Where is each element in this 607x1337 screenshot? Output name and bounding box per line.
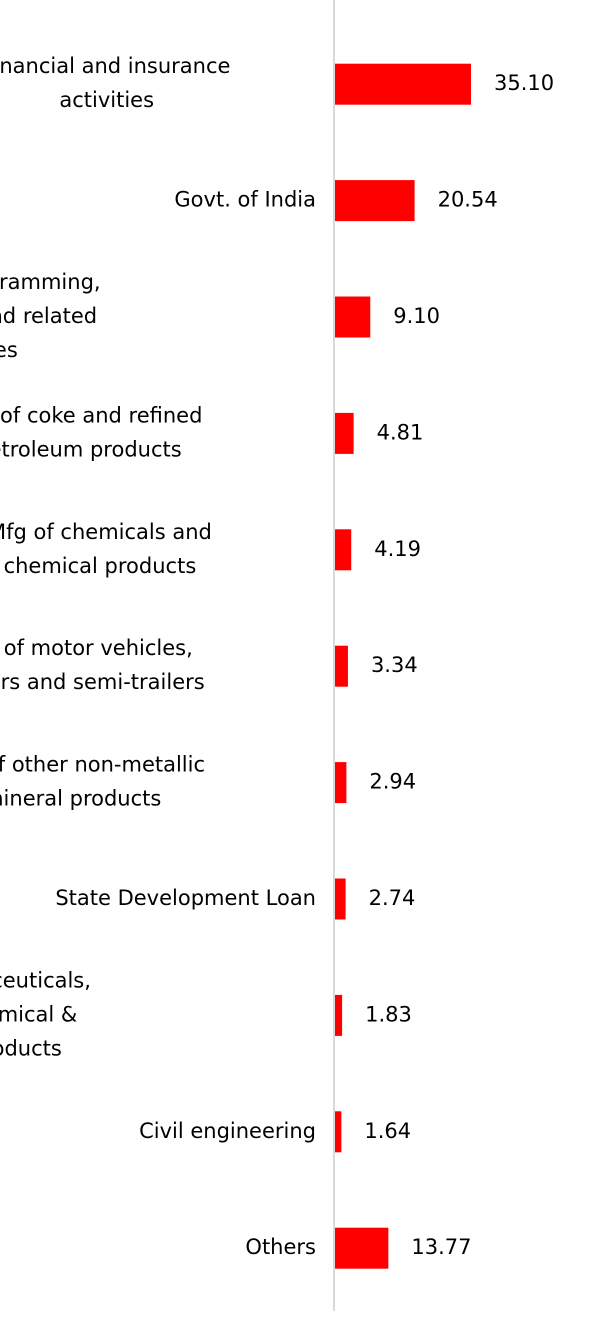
- bar: [335, 1227, 389, 1269]
- category-label: Mfg of motor vehicles, trailers and semi-…: [0, 636, 205, 694]
- bar: [335, 180, 415, 222]
- category-label-line: Civil engineering: [139, 1119, 316, 1143]
- category-label-line: activities: [0, 338, 18, 362]
- value-label: 1.64: [364, 1119, 411, 1143]
- value-label: 2.94: [369, 770, 416, 794]
- category-label-line: medicinal chemical &: [0, 1002, 77, 1026]
- category-label: Civil engineering: [139, 1119, 316, 1143]
- value-label: 20.54: [438, 188, 498, 212]
- category-label-line: Mfg of chemicals and: [0, 520, 212, 544]
- value-label: 2.74: [369, 886, 416, 910]
- bar: [335, 412, 354, 454]
- value-label: 4.19: [374, 537, 421, 561]
- value-label: 1.83: [365, 1002, 412, 1026]
- value-label: 3.34: [371, 653, 418, 677]
- category-label-line: Others: [245, 1235, 316, 1259]
- category-label: Govt. of India: [174, 188, 316, 212]
- category-label-line: Mfg of motor vehicles,: [0, 636, 193, 660]
- category-label-line: petroleum products: [0, 437, 182, 461]
- bar: [335, 529, 352, 571]
- bar: [335, 878, 346, 920]
- category-label-line: botanical products: [0, 1036, 62, 1060]
- bar: [335, 1111, 342, 1153]
- category-label: State Development Loan: [55, 886, 316, 910]
- category-label-line: mineral products: [0, 787, 161, 811]
- category-label: Computer programming, consultancy and rel…: [0, 270, 101, 362]
- category-label-line: Computer programming,: [0, 270, 101, 294]
- category-label-line: Govt. of India: [174, 188, 316, 212]
- bar-marks: 35.10 Financial and insurance activities 20…: [0, 54, 554, 1269]
- category-label-line: Financial and insurance: [0, 54, 230, 78]
- category-label: Mfg of coke and refined petroleum product…: [0, 403, 202, 461]
- value-label: 4.81: [377, 420, 424, 444]
- category-label: Mfg of chemicals and chemical products: [0, 520, 212, 578]
- value-label: 35.10: [494, 71, 554, 95]
- bar: [335, 63, 471, 105]
- bar: [335, 994, 343, 1036]
- category-label-line: Mfg of coke and refined: [0, 403, 202, 427]
- category-label-line: consultancy and related: [0, 304, 97, 328]
- value-label: 13.77: [411, 1235, 471, 1259]
- bar: [335, 645, 348, 687]
- category-label: Financial and insurance activities: [0, 54, 230, 112]
- category-label-line: State Development Loan: [55, 886, 316, 910]
- value-label: 9.10: [393, 304, 440, 328]
- category-label-line: activities: [59, 88, 154, 112]
- category-label: Mfg of pharmaceuticals, medicinal chemica…: [0, 968, 91, 1060]
- category-label: Others: [245, 1235, 316, 1259]
- category-label: Mfg of other non-metallic mineral product…: [0, 753, 205, 811]
- bar: [335, 296, 371, 338]
- category-label-line: Mfg of pharmaceuticals,: [0, 968, 91, 992]
- category-label-line: trailers and semi-trailers: [0, 670, 205, 694]
- category-label-line: Mfg of other non-metallic: [0, 753, 205, 777]
- category-label-line: chemical products: [4, 554, 197, 578]
- bar: [335, 762, 347, 804]
